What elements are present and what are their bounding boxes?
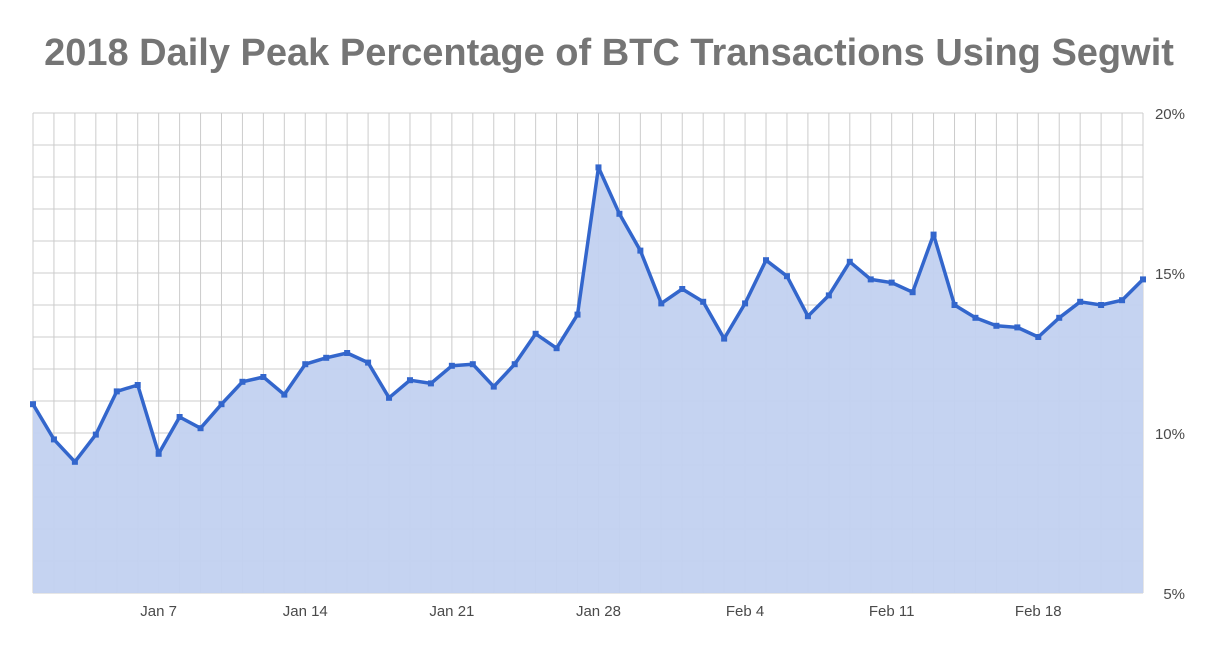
data-point — [386, 394, 393, 401]
data-point — [176, 414, 183, 420]
data-point — [1014, 324, 1021, 331]
data-point — [197, 425, 204, 432]
data-point — [532, 330, 539, 337]
data-point — [406, 377, 413, 384]
x-tick-label: Jan 21 — [429, 603, 474, 620]
data-point — [260, 374, 267, 380]
data-point — [804, 313, 811, 320]
data-point — [448, 362, 455, 369]
data-point — [888, 279, 895, 286]
data-points — [30, 164, 1146, 465]
data-point — [427, 380, 434, 387]
data-point — [218, 401, 225, 408]
data-point — [1119, 297, 1126, 304]
data-point — [1035, 334, 1042, 340]
data-point — [763, 257, 770, 264]
data-point — [909, 289, 916, 296]
x-tick-label: Feb 11 — [869, 603, 915, 620]
data-point — [616, 210, 623, 217]
x-tick-label: Jan 14 — [283, 603, 328, 620]
data-point — [1098, 302, 1105, 308]
data-point — [595, 164, 602, 171]
data-point — [867, 276, 874, 283]
data-point — [113, 388, 120, 395]
data-point — [658, 300, 665, 307]
data-point — [365, 359, 372, 366]
y-tick-label: 20% — [1155, 106, 1185, 123]
data-point — [993, 322, 1000, 329]
data-point — [825, 292, 832, 299]
data-point — [742, 300, 749, 307]
y-tick-label: 15% — [1155, 266, 1185, 283]
data-point — [951, 302, 958, 308]
data-point — [490, 383, 497, 390]
data-point — [1056, 314, 1063, 321]
x-tick-label: Feb 4 — [726, 603, 764, 620]
data-point — [30, 401, 36, 408]
x-tick-label: Jan 28 — [576, 603, 621, 620]
data-point — [302, 361, 309, 368]
x-axis-labels: Jan 7 Jan 14 Jan 21 Jan 28 Feb 4 Feb 11 Feb 18 — [140, 603, 1061, 620]
data-point — [700, 298, 707, 305]
data-point — [1077, 298, 1084, 305]
data-point — [281, 391, 288, 398]
data-point — [134, 382, 141, 388]
x-tick-label: Feb 18 — [1015, 603, 1062, 620]
data-point — [469, 361, 476, 368]
data-point — [239, 378, 246, 385]
data-point — [930, 231, 937, 238]
data-point — [553, 345, 560, 352]
data-point — [155, 450, 162, 457]
chart-title: 2018 Daily Peak Percentage of BTC Transa… — [44, 32, 1174, 74]
y-tick-label: 10% — [1155, 426, 1185, 443]
y-axis-labels: 5% 10% 15% 20% — [1155, 106, 1185, 603]
data-point — [71, 458, 78, 465]
data-point — [92, 431, 99, 438]
data-point — [574, 311, 581, 318]
y-tick-label: 5% — [1163, 586, 1185, 603]
data-point — [679, 286, 686, 292]
data-point — [344, 350, 351, 356]
area-fill — [33, 167, 1143, 593]
data-point — [1140, 276, 1146, 283]
data-point — [721, 335, 728, 342]
data-point — [511, 361, 518, 368]
data-point — [972, 314, 979, 321]
data-point — [637, 247, 644, 254]
x-tick-label: Jan 7 — [140, 603, 177, 620]
data-point — [846, 258, 853, 265]
series-line — [31, 165, 1145, 464]
data-point — [783, 273, 790, 280]
data-point — [50, 436, 57, 443]
data-point — [323, 354, 330, 361]
